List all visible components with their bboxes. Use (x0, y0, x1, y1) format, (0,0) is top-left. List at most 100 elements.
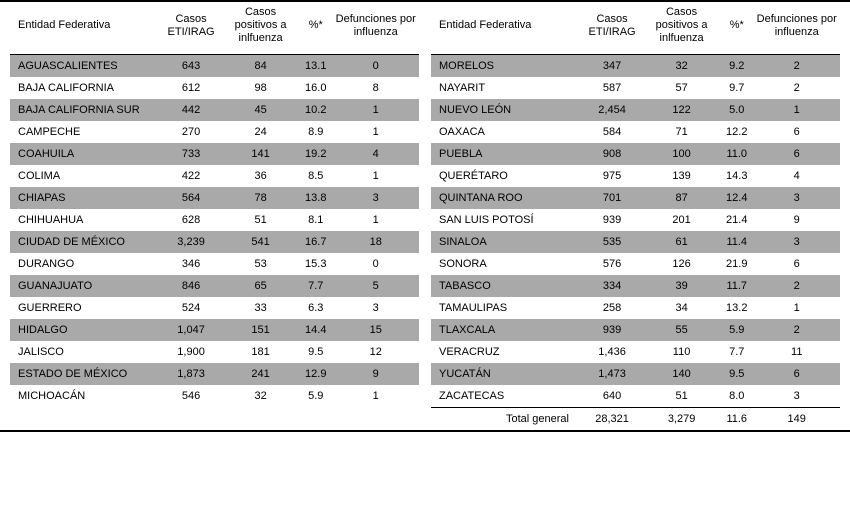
cell-casos: 846 (160, 275, 222, 297)
cell-casos: 258 (581, 297, 643, 319)
cell-positivos: 87 (643, 187, 720, 209)
cell-entidad: DURANGO (10, 253, 160, 275)
cell-defunciones: 6 (753, 121, 840, 143)
cell-pct: 7.7 (299, 275, 332, 297)
col-entidad: Entidad Federativa (10, 2, 160, 54)
table-row: CAMPECHE270248.91 (10, 121, 419, 143)
cell-defunciones: 1 (753, 297, 840, 319)
cell-casos: 1,900 (160, 341, 222, 363)
cell-entidad: YUCATÁN (431, 363, 581, 385)
table-row: ZACATECAS640518.03 (431, 385, 840, 408)
cell-defunciones: 1 (332, 165, 419, 187)
table-row: SAN LUIS POTOSÍ93920121.49 (431, 209, 840, 231)
table-row: PUEBLA90810011.06 (431, 143, 840, 165)
cell-entidad: ESTADO DE MÉXICO (10, 363, 160, 385)
cell-casos: 1,436 (581, 341, 643, 363)
table-row: CHIAPAS5647813.83 (10, 187, 419, 209)
cell-pct: 14.3 (720, 165, 753, 187)
cell-pct: 9.2 (720, 54, 753, 77)
cell-pct: 11.4 (720, 231, 753, 253)
cell-casos: 524 (160, 297, 222, 319)
cell-pct: 16.7 (299, 231, 332, 253)
table-row: JALISCO1,9001819.512 (10, 341, 419, 363)
cell-casos: 587 (581, 77, 643, 99)
cell-positivos: 55 (643, 319, 720, 341)
table-row: MICHOACÁN546325.91 (10, 385, 419, 407)
cell-pct: 7.7 (720, 341, 753, 363)
cell-casos: 3,239 (160, 231, 222, 253)
cell-defunciones: 9 (753, 209, 840, 231)
table-row: COLIMA422368.51 (10, 165, 419, 187)
cell-positivos: 33 (222, 297, 299, 319)
cell-pct: 21.9 (720, 253, 753, 275)
total-row: Total general28,3213,27911.6149 (431, 407, 840, 430)
table-row: SINALOA5356111.43 (431, 231, 840, 253)
cell-defunciones: 1 (332, 99, 419, 121)
table-container: Entidad Federativa Casos ETI/IRAG Casos … (0, 0, 850, 432)
cell-casos: 535 (581, 231, 643, 253)
cell-defunciones: 3 (753, 231, 840, 253)
right-table-head: Entidad Federativa Casos ETI/IRAG Casos … (431, 2, 840, 54)
cell-entidad: SAN LUIS POTOSÍ (431, 209, 581, 231)
cell-positivos: 84 (222, 54, 299, 77)
cell-entidad: TAMAULIPAS (431, 297, 581, 319)
cell-defunciones: 1 (332, 209, 419, 231)
cell-positivos: 100 (643, 143, 720, 165)
cell-total-label: Total general (431, 407, 581, 430)
cell-positivos: 65 (222, 275, 299, 297)
table-row: YUCATÁN1,4731409.56 (431, 363, 840, 385)
cell-positivos: 39 (643, 275, 720, 297)
table-row: QUERÉTARO97513914.34 (431, 165, 840, 187)
cell-entidad: CIUDAD DE MÉXICO (10, 231, 160, 253)
cell-casos: 346 (160, 253, 222, 275)
table-row: OAXACA5847112.26 (431, 121, 840, 143)
table-row: HIDALGO1,04715114.415 (10, 319, 419, 341)
table-row: TAMAULIPAS2583413.21 (431, 297, 840, 319)
table-row: NUEVO LEÓN2,4541225.01 (431, 99, 840, 121)
cell-entidad: QUINTANA ROO (431, 187, 581, 209)
cell-defunciones: 3 (332, 297, 419, 319)
table-row: QUINTANA ROO7018712.43 (431, 187, 840, 209)
cell-defunciones: 6 (753, 143, 840, 165)
right-column: Entidad Federativa Casos ETI/IRAG Casos … (431, 2, 840, 430)
cell-entidad: SINALOA (431, 231, 581, 253)
cell-entidad: BAJA CALIFORNIA SUR (10, 99, 160, 121)
cell-defunciones: 2 (753, 319, 840, 341)
right-table: Entidad Federativa Casos ETI/IRAG Casos … (431, 2, 840, 430)
cell-defunciones: 12 (332, 341, 419, 363)
cell-positivos: 541 (222, 231, 299, 253)
cell-positivos: 139 (643, 165, 720, 187)
cell-positivos: 51 (643, 385, 720, 408)
cell-entidad: TABASCO (431, 275, 581, 297)
cell-pct: 12.4 (720, 187, 753, 209)
cell-defunciones: 4 (332, 143, 419, 165)
cell-positivos: 151 (222, 319, 299, 341)
cell-entidad: PUEBLA (431, 143, 581, 165)
cell-defunciones: 0 (332, 253, 419, 275)
cell-entidad: HIDALGO (10, 319, 160, 341)
cell-total-defunciones: 149 (753, 407, 840, 430)
cell-positivos: 78 (222, 187, 299, 209)
cell-pct: 15.3 (299, 253, 332, 275)
cell-defunciones: 18 (332, 231, 419, 253)
left-table-body: AGUASCALIENTES6438413.10BAJA CALIFORNIA6… (10, 54, 419, 407)
cell-casos: 576 (581, 253, 643, 275)
cell-defunciones: 6 (753, 363, 840, 385)
cell-casos: 939 (581, 319, 643, 341)
cell-casos: 1,873 (160, 363, 222, 385)
cell-positivos: 45 (222, 99, 299, 121)
cell-pct: 10.2 (299, 99, 332, 121)
cell-entidad: NUEVO LEÓN (431, 99, 581, 121)
left-column: Entidad Federativa Casos ETI/IRAG Casos … (10, 2, 419, 430)
cell-entidad: SONORA (431, 253, 581, 275)
cell-casos: 2,454 (581, 99, 643, 121)
cell-pct: 5.9 (299, 385, 332, 407)
col-casos: Casos ETI/IRAG (160, 2, 222, 54)
cell-casos: 584 (581, 121, 643, 143)
cell-entidad: QUERÉTARO (431, 165, 581, 187)
table-row: TLAXCALA939555.92 (431, 319, 840, 341)
cell-pct: 8.5 (299, 165, 332, 187)
cell-entidad: AGUASCALIENTES (10, 54, 160, 77)
table-row: CHIHUAHUA628518.11 (10, 209, 419, 231)
cell-pct: 8.9 (299, 121, 332, 143)
